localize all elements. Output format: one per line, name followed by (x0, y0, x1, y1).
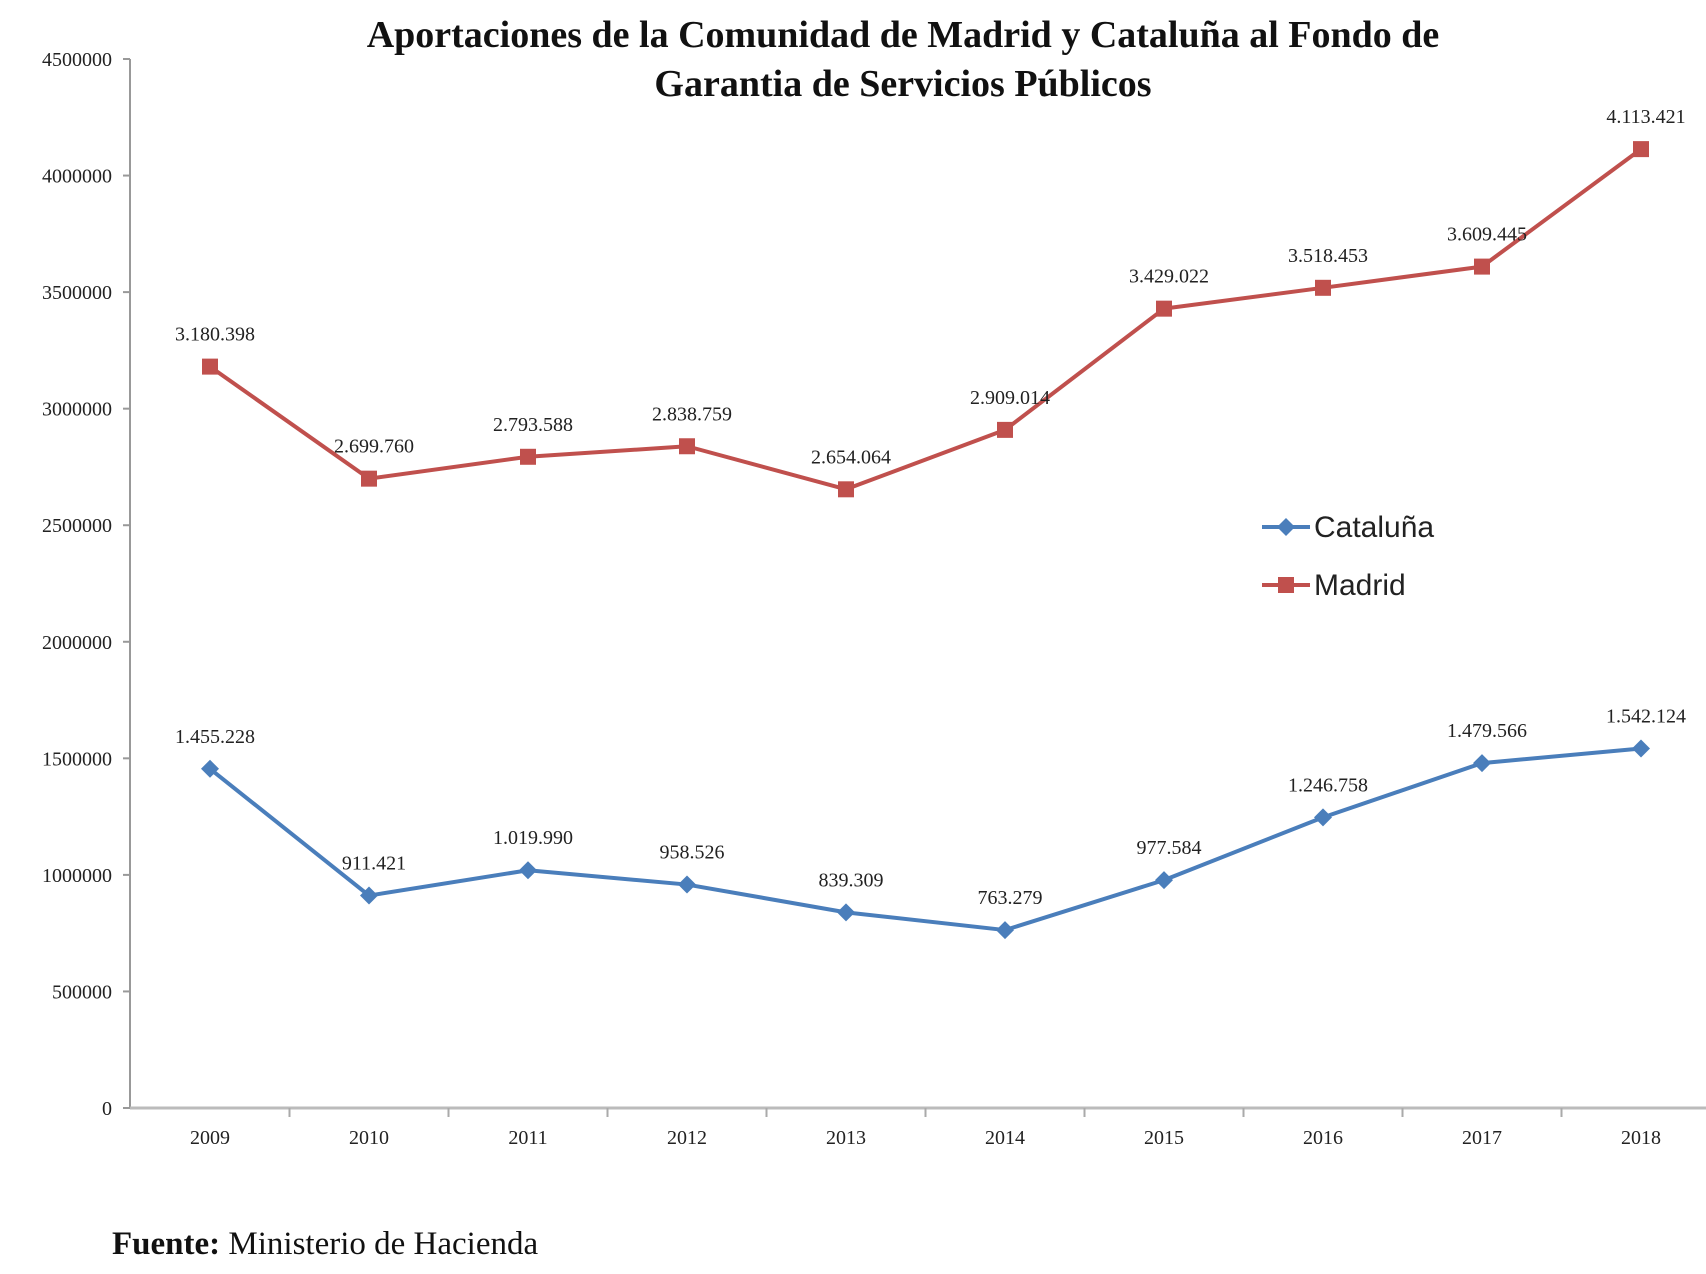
data-point (1633, 141, 1649, 158)
x-tick-label: 2018 (1621, 1127, 1661, 1149)
series-line (208, 147, 1643, 492)
x-tick-label: 2017 (1462, 1127, 1502, 1149)
data-label: 1.455.228 (175, 726, 255, 748)
data-point (1156, 300, 1172, 317)
legend-label: Cataluña (1314, 511, 1434, 544)
series-cataluña: 1.455.228 911.421 1.019.990 958.526 839.309 7… (175, 706, 1686, 940)
x-tick-label: 2013 (826, 1127, 866, 1149)
chart-title-line-2: Garantia de Servicios Públicos (654, 63, 1151, 105)
y-tick-label: 0 (102, 1098, 112, 1120)
data-label: 4.113.421 (1606, 106, 1685, 128)
data-label: 911.421 (342, 853, 406, 875)
y-tick-label: 1500000 (42, 748, 112, 770)
chart-title-line-1: Aportaciones de la Comunidad de Madrid y… (367, 14, 1440, 56)
y-tick-label: 4000000 (42, 166, 112, 188)
data-label: 2.838.759 (652, 403, 732, 425)
x-tick-label: 2012 (667, 1127, 707, 1149)
data-point (1314, 808, 1332, 827)
y-tick-label: 1000000 (42, 865, 112, 887)
data-label: 1.019.990 (493, 827, 573, 849)
data-label: 2.909.014 (970, 387, 1050, 409)
data-label: 3.609.445 (1447, 224, 1527, 246)
data-label: 839.309 (819, 869, 884, 891)
data-point (1315, 279, 1331, 296)
y-tick-label: 3000000 (42, 399, 112, 421)
x-tick-label: 2010 (349, 1127, 389, 1149)
data-label: 977.584 (1137, 837, 1202, 859)
source-text: Ministerio de Hacienda (228, 1226, 539, 1262)
data-point (1474, 258, 1490, 275)
data-label: 3.429.022 (1129, 266, 1209, 288)
x-tick-label: 2014 (985, 1127, 1025, 1149)
data-label: 2.793.588 (493, 414, 573, 436)
x-tick-label: 2016 (1303, 1127, 1343, 1149)
y-tick-label: 3500000 (42, 282, 112, 304)
x-tick-label: 2011 (508, 1127, 547, 1149)
data-label: 3.518.453 (1288, 245, 1368, 267)
legend-marker (1277, 518, 1295, 536)
data-label: 1.246.758 (1288, 774, 1368, 796)
data-label: 3.180.398 (175, 324, 255, 346)
data-label: 1.542.124 (1606, 706, 1686, 728)
series-madrid: 3.180.398 2.699.760 2.793.588 2.838.759 2.65… (175, 106, 1686, 498)
data-point (838, 481, 854, 498)
y-tick-label: 4500000 (42, 49, 112, 71)
data-label: 763.279 (978, 887, 1043, 909)
data-point (997, 421, 1013, 438)
data-label: 1.479.566 (1447, 720, 1527, 742)
data-point (360, 886, 378, 905)
data-point (678, 875, 696, 894)
data-point (1473, 754, 1491, 773)
y-tick-label: 2000000 (42, 632, 112, 654)
legend-item-madrid: Madrid (1262, 569, 1406, 602)
data-point (520, 448, 536, 465)
data-point (1155, 871, 1173, 890)
data-point (996, 921, 1014, 940)
legend-marker (1278, 577, 1294, 593)
data-point (519, 861, 537, 880)
data-point (201, 759, 219, 778)
data-label: 2.654.064 (811, 446, 891, 468)
data-point (202, 358, 218, 375)
x-tick-label: 2009 (190, 1127, 230, 1149)
data-point (361, 470, 377, 487)
data-point (679, 438, 695, 455)
series-line (208, 746, 1642, 933)
legend-item-cataluña: Cataluña (1262, 511, 1434, 544)
data-label: 2.699.760 (334, 436, 414, 458)
legend-label: Madrid (1314, 569, 1406, 602)
y-tick-label: 2500000 (42, 515, 112, 537)
x-tick-label: 2015 (1144, 1127, 1184, 1149)
data-point (837, 903, 855, 922)
source-label: Fuente: (112, 1226, 221, 1262)
data-label: 958.526 (660, 842, 725, 864)
source-note: Fuente: Ministerio de Hacienda (112, 1226, 538, 1263)
y-tick-label: 500000 (52, 981, 112, 1003)
data-point (1632, 739, 1650, 758)
